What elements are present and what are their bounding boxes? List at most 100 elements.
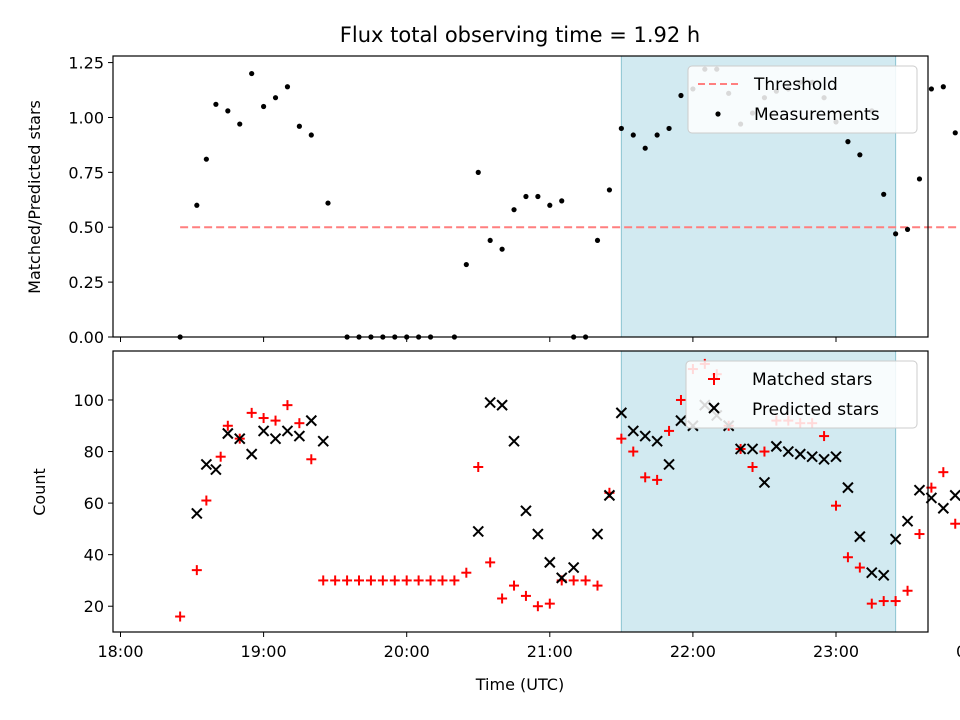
x-axis-label: Time (UTC) — [475, 675, 564, 694]
predicted-point — [257, 425, 270, 437]
measurement-point — [916, 176, 923, 182]
matched-point — [652, 474, 663, 485]
x-tick-label: 21:00 — [527, 642, 573, 661]
matched-point — [759, 446, 770, 457]
measurement-point — [928, 86, 935, 92]
predicted-point — [520, 505, 532, 517]
measurement-point — [881, 191, 887, 197]
measurement-point — [203, 156, 209, 162]
predicted-point — [544, 556, 556, 569]
predicted-point — [567, 561, 580, 574]
legend-matched-label: Matched stars — [752, 370, 872, 390]
matched-point — [842, 552, 853, 563]
predicted-point — [269, 432, 282, 445]
ratio-y-tick-label: 0.00 — [68, 328, 104, 347]
predicted-point — [913, 484, 926, 496]
count-y-tick-label: 60 — [84, 494, 104, 513]
matched-point — [628, 446, 639, 457]
predicted-point — [663, 458, 675, 471]
count-y-tick-label: 40 — [84, 546, 104, 565]
predicted-point — [818, 453, 830, 465]
predicted-point — [245, 448, 258, 460]
matched-point — [854, 562, 865, 573]
predicted-point — [937, 502, 950, 514]
measurement-point — [606, 187, 613, 193]
predicted-point — [758, 476, 771, 489]
predicted-point — [508, 435, 520, 447]
matched-point — [640, 472, 651, 483]
measurement-point — [857, 152, 863, 158]
measurement-point — [535, 193, 541, 200]
predicted-point — [210, 463, 222, 476]
predicted-point — [877, 569, 890, 581]
predicted-point — [591, 528, 604, 540]
count-legend: Matched stars Predicted stars — [685, 360, 918, 429]
matched-point — [664, 425, 675, 436]
x-tick-label: 18:00 — [97, 642, 143, 661]
measurement-point — [284, 84, 291, 90]
count-y-tick-label: 100 — [73, 391, 104, 410]
matched-point — [246, 407, 257, 418]
ratio-y-tick-label: 1.25 — [68, 54, 104, 73]
measurement-point — [559, 198, 565, 204]
matched-point — [950, 518, 960, 529]
predicted-point — [651, 435, 663, 447]
legend-measurements-label: Measurements — [754, 105, 880, 125]
matched-point — [592, 580, 603, 591]
measurement-point — [499, 246, 505, 252]
measurement-point — [261, 103, 267, 110]
measurement-point — [618, 125, 624, 132]
ratio-y-tick-label: 0.25 — [68, 273, 104, 292]
predicted-point — [556, 572, 568, 584]
matched-point — [616, 433, 627, 444]
x-tick-label: 00:00 — [956, 642, 960, 661]
matched-point — [222, 420, 233, 431]
count-y-tick-label: 20 — [84, 597, 104, 616]
measurement-point — [213, 101, 219, 107]
ratio-y-tick-label: 0.50 — [68, 218, 104, 237]
ratio-y-tick-label: 1.00 — [68, 108, 104, 127]
measurement-point — [296, 123, 302, 129]
matched-point — [330, 575, 341, 586]
predicted-point — [281, 425, 294, 437]
matched-point — [485, 557, 496, 568]
predicted-point — [191, 507, 203, 520]
matched-point — [580, 575, 591, 586]
ratio-legend: Threshold Measurements — [687, 65, 918, 134]
matched-point — [866, 598, 877, 609]
legend-predicted-swatch — [708, 402, 720, 414]
matched-point — [354, 575, 364, 586]
predicted-point — [615, 407, 628, 419]
matched-point — [215, 451, 226, 462]
measurement-point — [511, 207, 517, 213]
count-y-tick-label: 80 — [84, 443, 104, 462]
chart-title: Flux total observing time = 1.92 h — [340, 23, 700, 47]
matched-point — [747, 462, 758, 473]
predicted-point — [484, 396, 496, 409]
matched-point — [401, 575, 412, 586]
matched-point — [532, 601, 543, 612]
matched-point — [425, 575, 436, 586]
predicted-point — [842, 481, 854, 494]
matched-point — [473, 462, 484, 473]
matched-point — [497, 593, 508, 604]
measurement-point — [547, 202, 553, 208]
measurement-point — [893, 231, 899, 237]
predicted-point — [949, 489, 960, 502]
count-legend-box — [685, 360, 918, 429]
matched-point — [270, 415, 281, 426]
predicted-point — [866, 566, 878, 579]
matched-point — [377, 575, 388, 586]
predicted-point — [532, 528, 544, 540]
matched-point — [938, 467, 949, 478]
measurement-point — [952, 130, 958, 136]
matched-point — [365, 575, 376, 586]
predicted-point — [200, 458, 213, 471]
measurement-point — [272, 95, 279, 101]
predicted-point — [472, 525, 484, 538]
predicted-point — [889, 533, 902, 545]
matched-point — [878, 596, 889, 607]
measurement-point — [523, 193, 529, 200]
matched-point — [509, 580, 520, 591]
predicted-point — [770, 440, 783, 453]
